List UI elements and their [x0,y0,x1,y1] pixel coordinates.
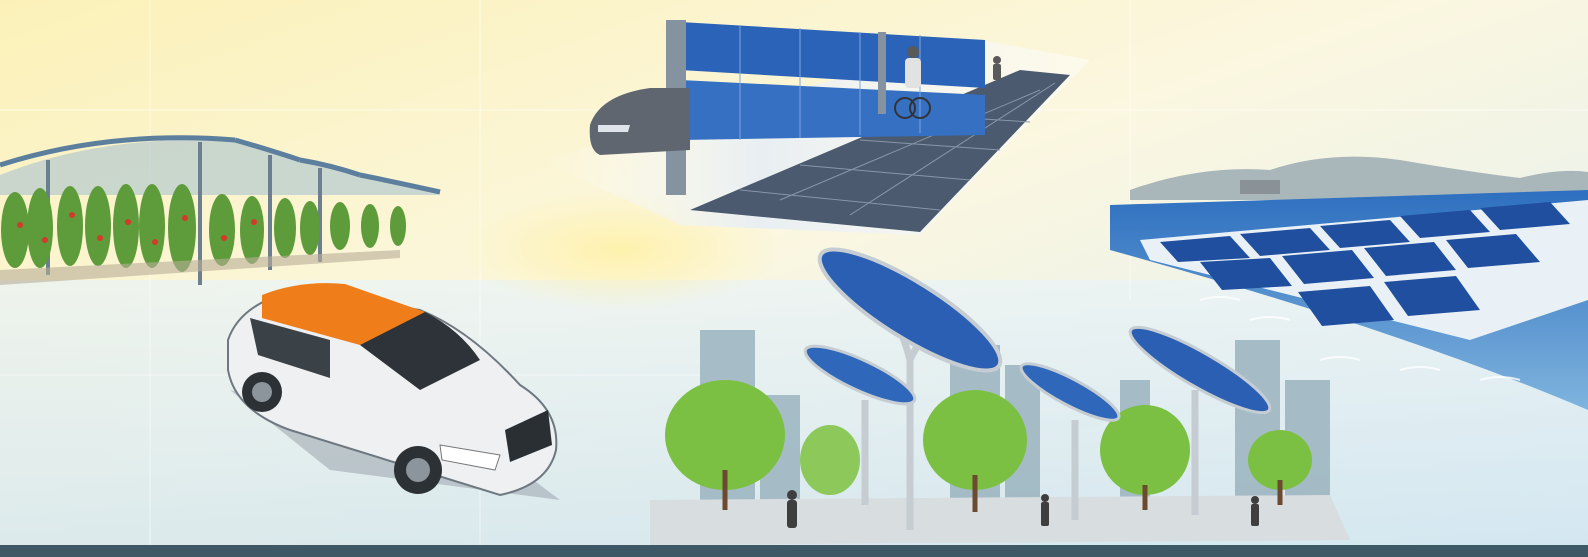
solar-tree-icon [650,247,1350,545]
solar-roof-panel [262,283,425,345]
solar-car-icon [227,283,560,500]
greenhouse-solar-icon [0,135,441,285]
floating-solar-icon [1110,156,1588,410]
footer-bar [0,545,1588,557]
road-solar-icon [540,20,1090,235]
